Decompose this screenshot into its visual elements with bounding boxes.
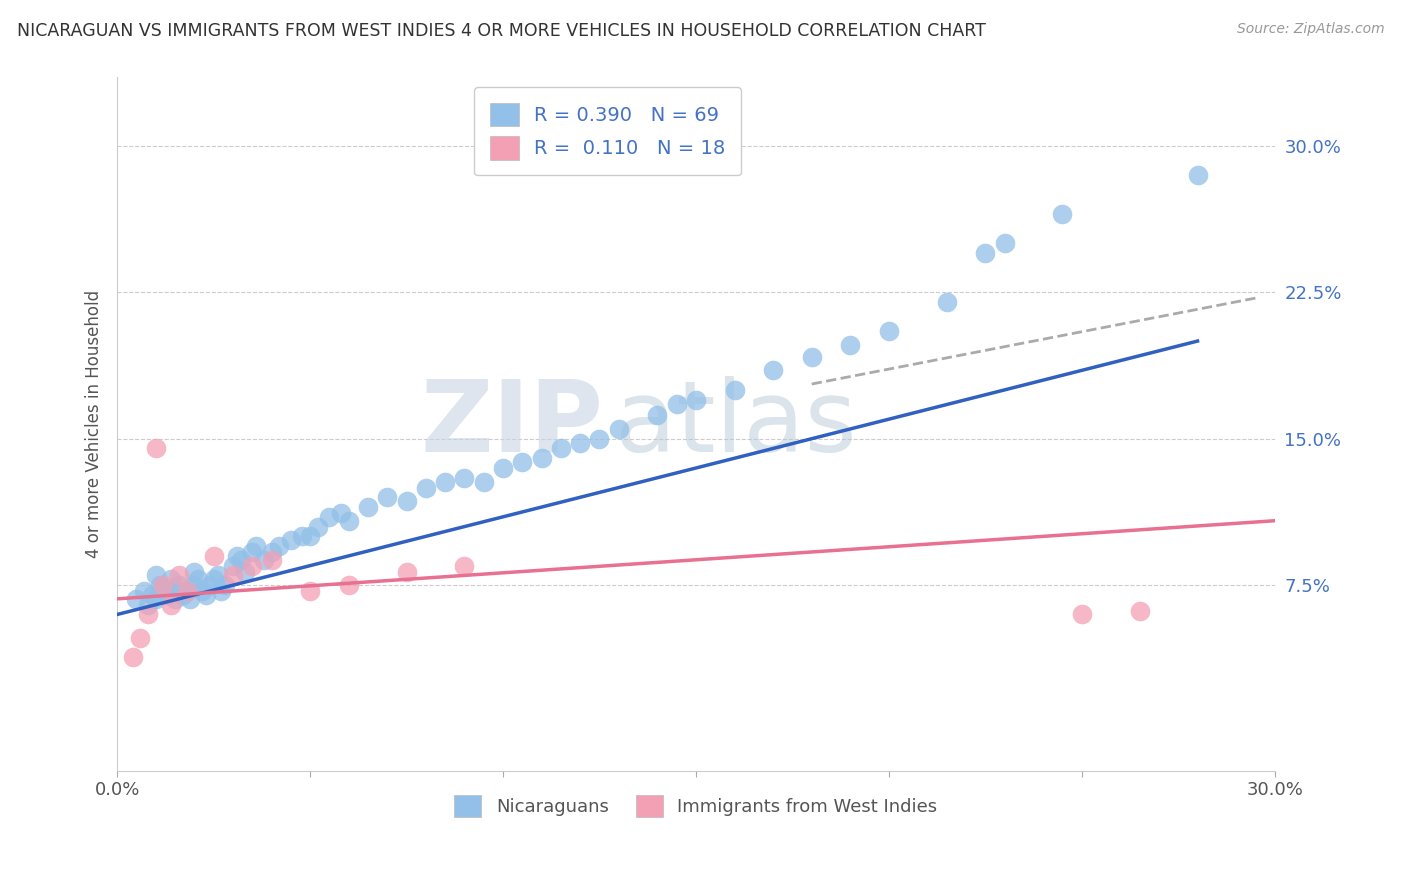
Point <box>974 246 997 260</box>
Point <box>665 396 688 410</box>
Point <box>1070 607 1092 622</box>
Point <box>260 545 283 559</box>
Point <box>165 591 187 606</box>
Point <box>260 553 283 567</box>
Point <box>214 578 236 592</box>
Point <box>145 591 167 606</box>
Point <box>176 584 198 599</box>
Point <box>375 491 398 505</box>
Point <box>149 578 172 592</box>
Point <box>280 533 302 548</box>
Point <box>994 236 1017 251</box>
Text: atlas: atlas <box>614 376 856 473</box>
Point <box>588 432 610 446</box>
Point <box>307 519 329 533</box>
Point <box>222 568 245 582</box>
Point <box>160 598 183 612</box>
Point <box>607 422 630 436</box>
Point <box>357 500 380 514</box>
Point <box>183 578 205 592</box>
Point <box>136 607 159 622</box>
Point <box>1129 603 1152 617</box>
Point <box>165 582 187 596</box>
Point <box>299 584 322 599</box>
Point <box>172 588 194 602</box>
Point <box>136 598 159 612</box>
Point <box>240 558 263 573</box>
Point <box>685 392 707 407</box>
Point <box>839 338 862 352</box>
Point <box>240 545 263 559</box>
Point <box>202 572 225 586</box>
Point <box>291 529 314 543</box>
Point <box>245 539 267 553</box>
Point <box>160 572 183 586</box>
Point <box>935 295 957 310</box>
Point <box>434 475 457 489</box>
Point <box>179 591 201 606</box>
Point <box>194 588 217 602</box>
Point <box>877 324 900 338</box>
Point <box>129 631 152 645</box>
Point <box>299 529 322 543</box>
Point <box>125 591 148 606</box>
Text: ZIP: ZIP <box>420 376 603 473</box>
Point <box>141 588 163 602</box>
Point <box>510 455 533 469</box>
Point <box>1187 168 1209 182</box>
Point <box>229 553 252 567</box>
Point <box>152 584 174 599</box>
Point <box>233 565 256 579</box>
Point <box>225 549 247 563</box>
Point <box>569 435 592 450</box>
Point <box>530 451 553 466</box>
Point <box>167 578 190 592</box>
Point <box>472 475 495 489</box>
Point <box>209 584 232 599</box>
Point <box>198 578 221 592</box>
Point <box>187 572 209 586</box>
Point <box>550 442 572 456</box>
Point <box>202 549 225 563</box>
Point <box>330 506 353 520</box>
Text: Source: ZipAtlas.com: Source: ZipAtlas.com <box>1237 22 1385 37</box>
Point <box>492 461 515 475</box>
Point <box>453 558 475 573</box>
Point <box>800 350 823 364</box>
Point <box>337 578 360 592</box>
Point <box>318 509 340 524</box>
Point <box>152 578 174 592</box>
Point <box>453 471 475 485</box>
Point <box>121 650 143 665</box>
Point <box>395 494 418 508</box>
Point <box>176 584 198 599</box>
Point <box>183 565 205 579</box>
Point <box>762 363 785 377</box>
Text: NICARAGUAN VS IMMIGRANTS FROM WEST INDIES 4 OR MORE VEHICLES IN HOUSEHOLD CORREL: NICARAGUAN VS IMMIGRANTS FROM WEST INDIE… <box>17 22 986 40</box>
Point <box>337 514 360 528</box>
Point <box>415 481 437 495</box>
Point <box>723 383 745 397</box>
Point <box>253 553 276 567</box>
Point <box>156 588 179 602</box>
Point <box>647 409 669 423</box>
Point <box>395 565 418 579</box>
Point <box>134 584 156 599</box>
Point <box>269 539 291 553</box>
Y-axis label: 4 or more Vehicles in Household: 4 or more Vehicles in Household <box>86 290 103 558</box>
Point <box>167 568 190 582</box>
Legend: Nicaraguans, Immigrants from West Indies: Nicaraguans, Immigrants from West Indies <box>447 788 945 824</box>
Point <box>191 584 214 599</box>
Point <box>145 568 167 582</box>
Point <box>207 568 229 582</box>
Point <box>222 558 245 573</box>
Point <box>1052 207 1074 221</box>
Point <box>145 442 167 456</box>
